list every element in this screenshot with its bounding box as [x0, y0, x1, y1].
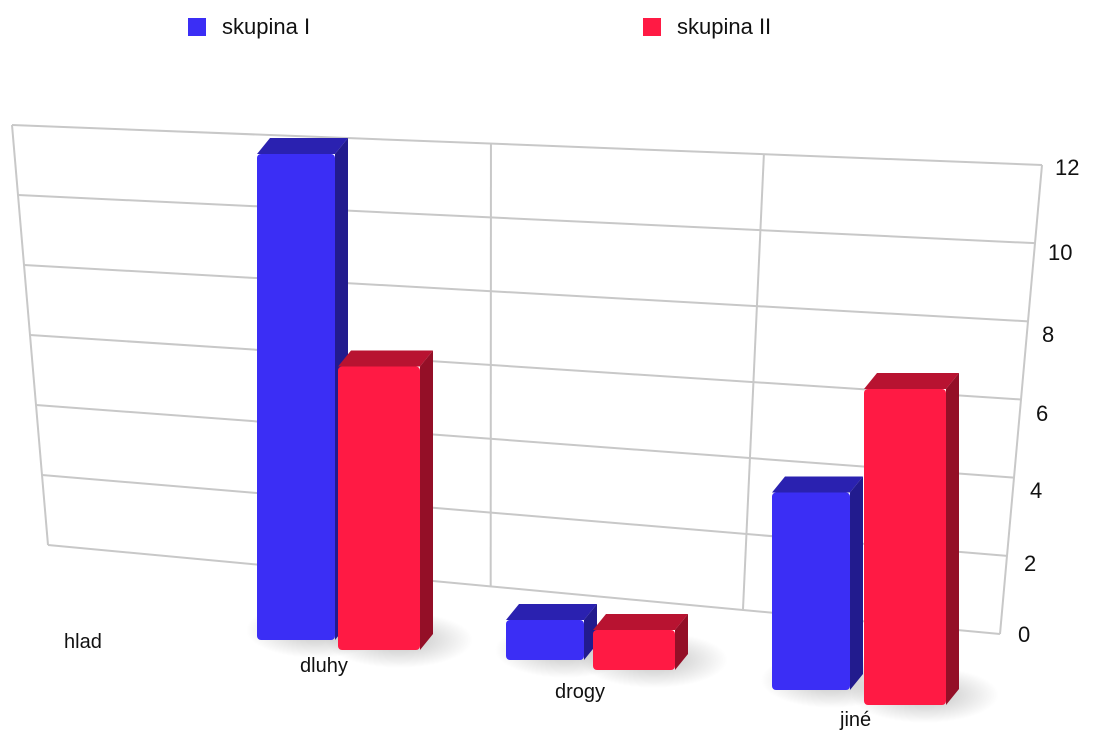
- legend: skupina I skupina II: [0, 14, 1108, 54]
- legend-item-skupina-1: skupina I: [188, 14, 310, 40]
- bar-side: [850, 476, 863, 690]
- bar: [338, 366, 420, 650]
- grid-line-v: [999, 164, 1043, 635]
- grid-line-h: [11, 124, 1043, 166]
- legend-item-skupina-2: skupina II: [643, 14, 771, 40]
- bar: [257, 154, 335, 640]
- legend-label-skupina-2: skupina II: [677, 14, 772, 39]
- bar-top: [257, 138, 348, 154]
- legend-label-skupina-1: skupina I: [222, 14, 311, 39]
- bar-side: [675, 614, 688, 670]
- bar: [864, 389, 946, 705]
- y-axis-ticks: 0 2 4 6 8 10 12: [1018, 155, 1079, 647]
- grid-line-v: [11, 124, 49, 546]
- y-tick-label: 0: [1018, 622, 1030, 647]
- y-tick-label: 8: [1042, 322, 1054, 347]
- y-tick-label: 6: [1036, 401, 1048, 426]
- grid-line-v: [741, 154, 765, 611]
- bar-side: [420, 350, 433, 650]
- bar-side: [946, 373, 959, 705]
- bar-top: [338, 350, 433, 367]
- bar-top: [593, 614, 688, 630]
- grid-line-h: [29, 334, 1022, 401]
- x-tick-label: drogy: [555, 681, 605, 703]
- x-tick-label: dluhy: [300, 655, 348, 677]
- bar-top: [772, 476, 863, 493]
- bar-top: [864, 373, 959, 389]
- bar-top: [506, 604, 597, 620]
- y-tick-label: 10: [1048, 240, 1072, 265]
- y-tick-label: 4: [1030, 478, 1042, 503]
- y-tick-label: 2: [1024, 551, 1036, 576]
- grid-line-h: [35, 404, 1015, 479]
- x-axis-labels: hlad dluhy drogy jiné: [64, 631, 871, 731]
- bar: [506, 620, 584, 660]
- grid-line-h: [23, 264, 1029, 323]
- x-tick-label: jiné: [839, 709, 871, 731]
- bars: [257, 138, 959, 705]
- y-tick-label: 12: [1055, 155, 1079, 180]
- legend-swatch-skupina-1: [188, 18, 206, 36]
- x-tick-label: hlad: [64, 631, 102, 653]
- bar: [772, 492, 850, 690]
- legend-swatch-skupina-2: [643, 18, 661, 36]
- bar: [593, 630, 675, 670]
- grid-line-h: [17, 194, 1036, 245]
